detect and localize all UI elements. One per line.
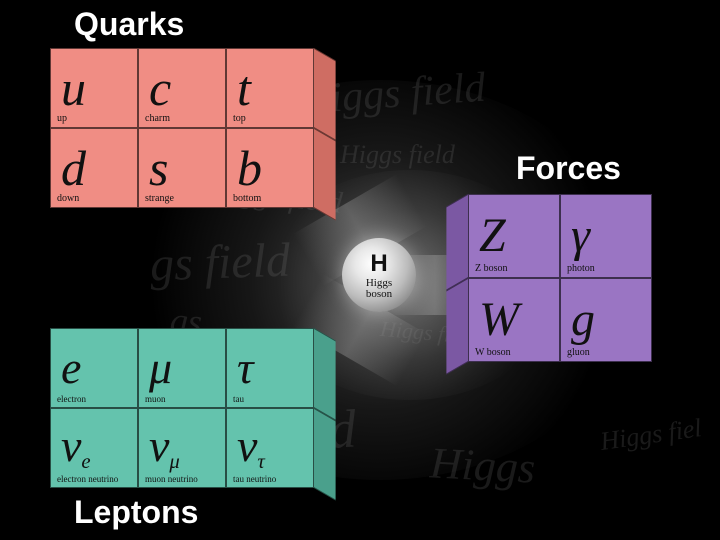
quarks-tile-down: ddown (50, 128, 138, 208)
leptons-symbol: e (61, 345, 81, 391)
quarks-tile-bottom: bbottom (226, 128, 314, 208)
forces-symbol: Z (479, 212, 506, 260)
forces-label: W boson (475, 347, 511, 358)
quarks-label: charm (145, 113, 170, 124)
quarks-tile-top: ttop (226, 48, 314, 128)
higgs-label: Higgsboson (366, 278, 392, 300)
quarks-label: up (57, 113, 67, 124)
quarks-symbol: u (61, 63, 86, 113)
leptons-tile-electron-neutrino: νeelectron neutrino (50, 408, 138, 488)
leptons-symbol: τ (237, 345, 253, 391)
forces-tile-W-boson: W W boson (468, 278, 560, 362)
quarks-tile-charm: ccharm (138, 48, 226, 128)
quarks-symbol: d (61, 143, 86, 193)
quarks-label: top (233, 113, 246, 124)
leptons-label: tau neutrino (233, 474, 276, 484)
quarks-side (314, 48, 336, 220)
leptons-tile-tau-neutrino: ντtau neutrino (226, 408, 314, 488)
forces-symbol: g (571, 296, 595, 344)
higgs-field-bgtext: Higgs fiel (598, 413, 703, 457)
forces-group: Z Z boson γ photon W W boson g gluon (468, 194, 652, 362)
forces-label: photon (567, 263, 595, 274)
quarks-tile-strange: sstrange (138, 128, 226, 208)
leptons-tile-electron: e electron (50, 328, 138, 408)
leptons-label: electron (57, 394, 86, 404)
higgs-field-bgtext: Higgs field (340, 140, 455, 170)
higgs-boson: HHiggsboson (342, 238, 416, 312)
quarks-label: bottom (233, 193, 261, 204)
quarks-symbol: s (149, 143, 168, 193)
leptons-label: muon (145, 394, 166, 404)
leptons-grid: eelectronμmuonτtauνeelectron neutrinoνμm… (50, 328, 314, 488)
quarks-label: down (57, 193, 79, 204)
leptons-symbol: ντ (237, 423, 265, 473)
quarks-label: strange (145, 193, 174, 204)
leptons-label: muon neutrino (145, 474, 198, 484)
heading-quarks: Quarks (74, 6, 184, 43)
leptons-group: eelectronμmuonτtauνeelectron neutrinoνμm… (50, 328, 314, 488)
forces-side (446, 194, 468, 374)
forces-tile-gluon: g gluon (560, 278, 652, 362)
forces-symbol: γ (571, 212, 590, 260)
leptons-symbol: μ (149, 345, 172, 391)
higgs-field-bgtext: gs field (149, 233, 291, 293)
leptons-tile-muon-neutrino: νμmuon neutrino (138, 408, 226, 488)
higgs-symbol: H (370, 250, 387, 278)
forces-label: Z boson (475, 263, 508, 274)
heading-forces: Forces (516, 150, 621, 187)
quarks-grid: uupccharmttopddownsstrangebbottom (50, 48, 314, 208)
leptons-symbol: νμ (149, 423, 180, 473)
leptons-tile-muon: μ muon (138, 328, 226, 408)
forces-grid: Z Z boson γ photon W W boson g gluon (468, 194, 652, 362)
quarks-symbol: b (237, 143, 262, 193)
heading-leptons: Leptons (74, 494, 198, 531)
quarks-group: uupccharmttopddownsstrangebbottom (50, 48, 314, 208)
forces-symbol: W (479, 296, 519, 344)
forces-tile-photon: γ photon (560, 194, 652, 278)
forces-tile-Z-boson: Z Z boson (468, 194, 560, 278)
leptons-label: tau (233, 394, 244, 404)
leptons-tile-tau: τ tau (226, 328, 314, 408)
quarks-symbol: c (149, 63, 171, 113)
quarks-symbol: t (237, 63, 251, 113)
leptons-label: electron neutrino (57, 474, 118, 484)
leptons-side (314, 328, 336, 500)
quarks-tile-up: uup (50, 48, 138, 128)
forces-label: gluon (567, 347, 590, 358)
higgs-field-bgtext: Higgs (429, 437, 537, 493)
leptons-symbol: νe (61, 423, 91, 473)
